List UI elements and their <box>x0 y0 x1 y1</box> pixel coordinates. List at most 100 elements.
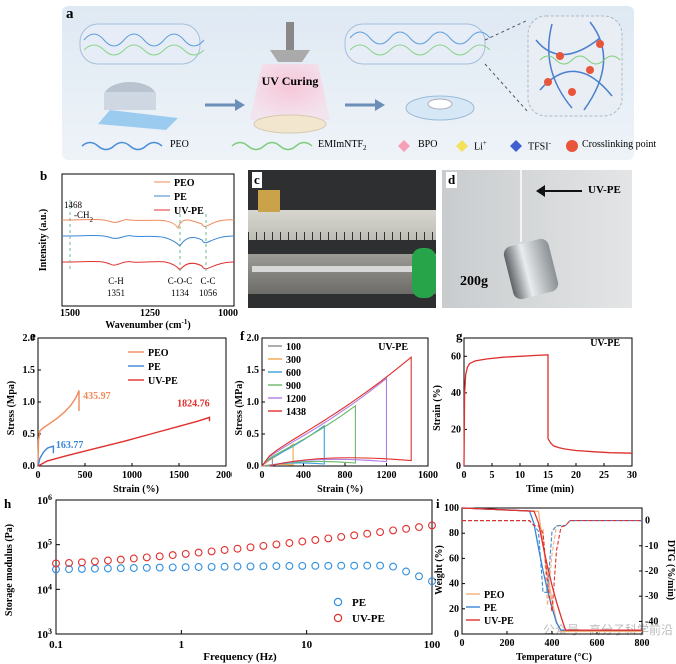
data-point <box>298 561 307 570</box>
arrow-icon <box>542 190 582 192</box>
panel-f-chart: f Stress (MPa) Strain (%) UV-PE 0 400 800 1… <box>234 328 438 495</box>
data-point <box>155 563 164 572</box>
data-label: 1824.76 <box>177 398 210 409</box>
y-tick-label: 60 <box>451 351 461 362</box>
annotation: -CH2 <box>74 210 94 224</box>
data-point <box>103 556 112 565</box>
y-tick-label: 1.5 <box>23 365 36 376</box>
dtg-line <box>462 520 642 612</box>
y-tick-label: 2.0 <box>23 333 36 344</box>
data-point <box>246 562 255 571</box>
x-tick-label: 1000 <box>122 470 142 481</box>
y-tick-label: 80 <box>449 528 459 539</box>
x-axis-label: Time (min) <box>526 484 574 495</box>
inset-label: UV-PE <box>378 342 408 353</box>
annotation: 1468 <box>64 200 83 210</box>
panel-a: UV Curing a PEO EMImNTF2 <box>0 0 676 165</box>
panel-e-chart: e Stress (Mpa) Strain (%) 0 500 1000 1500 20… <box>6 328 232 495</box>
legend-emim-icon <box>231 141 313 151</box>
data-point <box>376 528 385 537</box>
data-point <box>402 524 411 533</box>
x-tick-label: 1500 <box>60 308 80 319</box>
y-tick-label: 1.0 <box>23 397 36 408</box>
ruler-image-2 <box>248 254 436 294</box>
uv-curing-label: UV Curing <box>262 74 319 88</box>
ruler-ticks <box>248 232 436 240</box>
y2-tick-label: -20 <box>645 566 658 577</box>
data-point <box>155 552 164 561</box>
legend-label: UV-PE <box>484 616 514 627</box>
y-axis-label: Intensity (a.u.) <box>38 209 49 272</box>
y-tick-label: 0.0 <box>247 461 260 472</box>
plot-frame <box>61 173 235 307</box>
sample-film <box>520 170 522 242</box>
series-line <box>37 416 211 467</box>
legend-peo-icon <box>81 141 163 151</box>
panel-letter: b <box>40 168 47 183</box>
panel-letter: h <box>4 496 12 511</box>
arrow-head-icon <box>536 185 545 197</box>
data-point <box>402 567 411 576</box>
data-point <box>428 521 436 530</box>
data-point <box>129 554 138 563</box>
data-point <box>65 565 73 574</box>
x-tick-label: 200 <box>500 638 515 649</box>
data-point <box>311 561 320 570</box>
y-axis-label: Weight (%) <box>434 545 445 595</box>
series-pe-line <box>61 235 235 247</box>
x-tick-label: 25 <box>599 470 609 481</box>
y-tick-label: 0.5 <box>23 429 36 440</box>
y-tick-label: 2.0 <box>247 333 260 344</box>
data-point <box>90 557 99 566</box>
data-point <box>311 536 320 544</box>
x-tick-label: 1000 <box>218 308 238 319</box>
y2-tick-label: -30 <box>645 591 658 602</box>
legend-label: 900 <box>286 381 301 392</box>
panel-letter: a <box>66 6 74 22</box>
panel-h-chart: h Storage modulus (Pa) Frequency (Hz) 0.… <box>4 494 440 663</box>
polymer-network-right <box>344 23 491 65</box>
data-point <box>415 572 423 581</box>
data-point <box>181 563 190 572</box>
legend-tfsi-icon <box>510 140 522 152</box>
data-point <box>259 541 268 550</box>
series-line <box>463 354 633 467</box>
arrow-label: UV-PE <box>588 184 621 196</box>
legend-label: 1438 <box>286 407 306 418</box>
data-point <box>129 564 138 572</box>
x-tick-label: 0.1 <box>49 639 63 651</box>
series-uvpe-line <box>61 261 235 271</box>
data-point <box>337 561 346 570</box>
panel-letter: f <box>240 328 245 343</box>
data-point <box>77 558 86 567</box>
legend-bpo-icon <box>398 140 410 152</box>
x-tick-label: 20 <box>571 470 581 481</box>
y-tick-label: 106 <box>37 494 52 507</box>
legend-label: Li+ <box>474 139 487 153</box>
legend-label: EMImNTF2 <box>318 139 367 152</box>
legend-label: UV-PE <box>174 206 204 217</box>
data-point <box>220 562 229 571</box>
data-point <box>363 529 372 538</box>
x-tick-label: 1200 <box>377 470 397 481</box>
series-line <box>261 404 356 467</box>
annotation: 1056 <box>199 288 218 298</box>
data-point <box>194 548 203 557</box>
membrane-icon <box>405 95 475 121</box>
data-label: 435.97 <box>83 391 111 402</box>
data-point <box>285 562 294 570</box>
y-axis-label: Strain (%) <box>432 385 443 431</box>
y-tick-label: 105 <box>37 537 52 552</box>
data-point <box>103 564 112 573</box>
legend-crosslink-icon <box>566 140 578 152</box>
annotation: 1134 <box>171 288 189 298</box>
x-tick-label: 1250 <box>140 308 160 319</box>
y-axis-label: Storage modulus (Pa) <box>4 524 15 616</box>
panel-a-background <box>62 6 634 160</box>
data-point <box>52 565 60 574</box>
legend-label: PE <box>484 603 497 614</box>
data-point <box>116 564 125 573</box>
y-tick-label: 40 <box>449 579 459 590</box>
data-point <box>272 562 281 571</box>
